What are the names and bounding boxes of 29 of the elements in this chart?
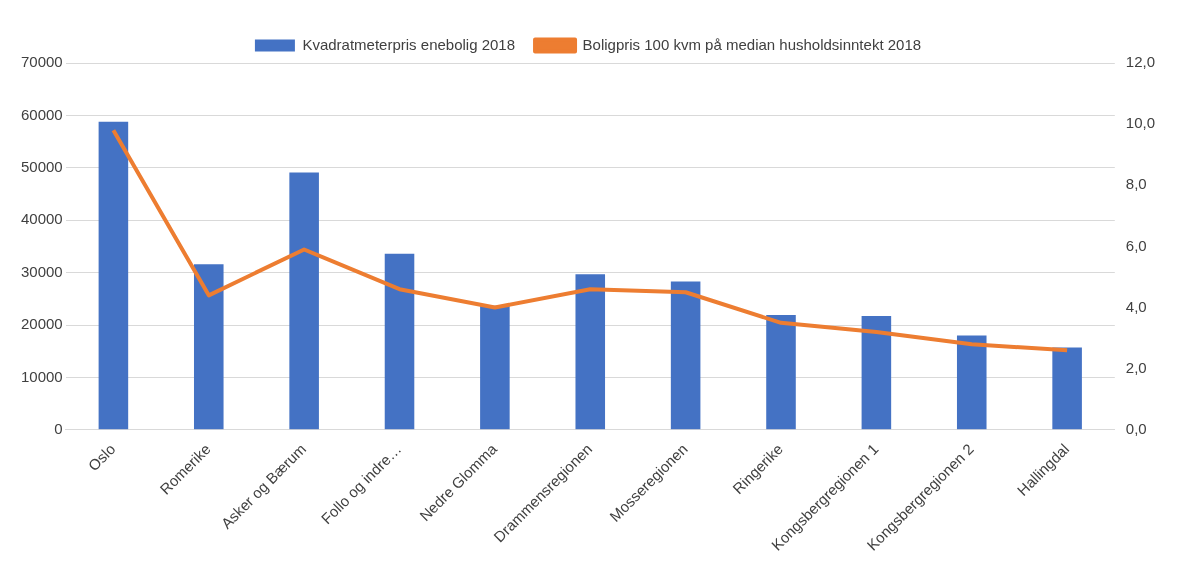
y-tick-label: 20000 [20, 315, 63, 333]
y2-tick-label: 6,0 [1125, 236, 1147, 254]
bar [98, 121, 129, 430]
bar [766, 315, 796, 430]
y-tick-label: 0 [54, 419, 63, 437]
y-tick-label: 60000 [20, 105, 63, 123]
y2-tick-label: 2,0 [1125, 358, 1147, 376]
y2-tick-label: 8,0 [1125, 175, 1147, 193]
bar [480, 305, 510, 430]
bar [861, 316, 892, 430]
y-tick-label: 30000 [20, 262, 63, 280]
bar [1052, 347, 1082, 430]
y2-tick-label: 12,0 [1125, 53, 1156, 71]
y2-tick-label: 0,0 [1125, 419, 1147, 437]
x-tick-label: Oslo [84, 440, 119, 475]
y-tick-label: 10000 [20, 367, 63, 385]
y-tick-label: 70000 [20, 53, 63, 71]
y-tick-label: 40000 [20, 210, 63, 228]
bar [289, 172, 319, 430]
legend-label: Boligpris 100 kvm på median husholdsinntekt 2018 [582, 35, 922, 53]
y2-tick-label: 10,0 [1125, 114, 1156, 132]
bar [575, 274, 606, 430]
bar [670, 281, 701, 430]
bar [193, 264, 224, 430]
y-tick-label: 50000 [20, 157, 63, 175]
bar [956, 335, 987, 430]
y2-tick-label: 4,0 [1125, 297, 1147, 315]
legend-label: Kvadratmeterpris enebolig 2018 [302, 35, 516, 53]
bar [384, 253, 415, 430]
